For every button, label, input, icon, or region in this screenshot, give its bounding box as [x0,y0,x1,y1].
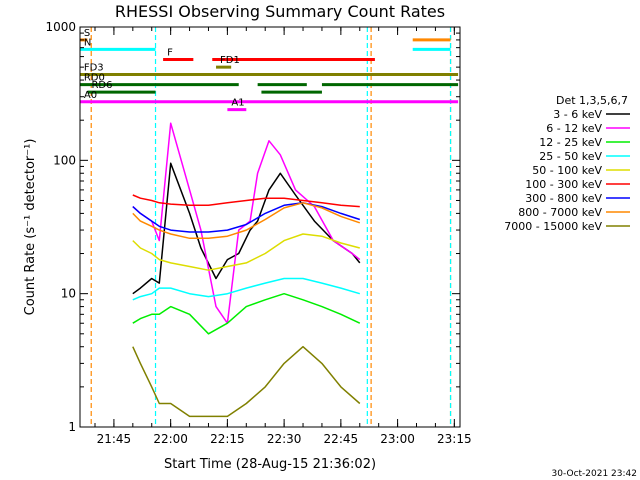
series-line-0 [132,162,361,295]
state-bar-label-fd3: FD3 [84,63,104,74]
vertical-markers [90,27,452,427]
legend-entry-label-4: 50 - 100 keV [532,164,602,177]
state-bar-label-rd6: RD6 [91,80,112,91]
series-line-4 [132,233,360,271]
series-line-7 [132,202,361,240]
legend-entry-label-5: 100 - 300 keV [525,178,602,191]
state-bar-label-rd0: RD0 [84,73,105,84]
x-tick-label-3: 22:30 [267,432,302,446]
date-stamp: 30-Oct-2021 23:42 [552,469,637,479]
y-tick-label-1: 10 [61,287,76,301]
legend-entry-label-0: 3 - 6 keV [553,108,602,121]
series-line-6 [132,202,361,233]
legend-entry-label-7: 800 - 7000 keV [518,206,602,219]
legend-entry-label-1: 6 - 12 keV [546,122,602,135]
legend-title: Det 1,3,5,6,7 [556,94,628,107]
state-bar-label-s: S [84,28,90,39]
series-line-8 [132,345,361,418]
y-tick-label-3: 1000 [45,20,76,34]
x-tick-label-1: 22:00 [153,432,188,446]
x-tick-label-4: 22:45 [324,432,359,446]
x-tick-label-6: 23:15 [437,432,472,446]
series-line-3 [132,277,361,301]
legend-entry-label-3: 25 - 50 keV [539,150,602,163]
x-tick-label-0: 21:45 [97,432,132,446]
plot-frame [79,26,461,428]
x-tick-label-2: 22:15 [210,432,245,446]
y-tick-label-0: 1 [68,420,76,434]
series-line-2 [132,292,361,335]
series-line-5 [132,194,360,208]
legend-entry-label-8: 7000 - 15000 keV [504,220,602,233]
y-axis-label: Count Rate (s⁻¹ detector⁻¹) [23,139,38,316]
state-bar-label-a1: A1 [231,98,244,109]
legend-entry-label-2: 12 - 25 keV [539,136,602,149]
y-tick-label-2: 100 [53,153,76,167]
state-bar-label-a0: A0 [84,90,97,101]
series-lines [132,122,361,418]
x-tick-label-5: 23:00 [380,432,415,446]
state-bar-label-f: F [167,48,173,59]
legend-entry-label-6: 300 - 800 keV [525,192,602,205]
x-axis-label: Start Time (28-Aug-15 21:36:02) [164,457,376,472]
state-bar-label-n: N [84,37,91,48]
state-bar-label-fd1: FD1 [220,55,240,66]
axes: 21:45 22:00 22:15 22:30 22:45 23:00 23:15 1 10 10… [45,20,471,446]
chart-title: RHESSI Observing Summary Count Rates [115,2,445,21]
